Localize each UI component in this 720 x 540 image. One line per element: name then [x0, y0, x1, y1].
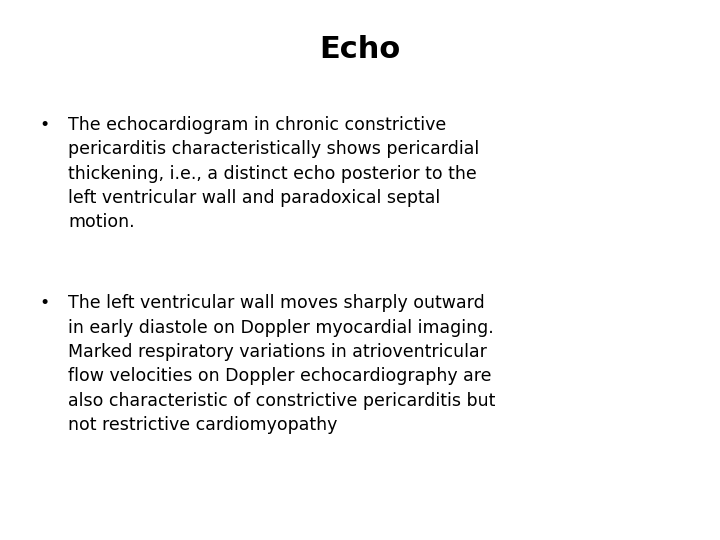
Text: The echocardiogram in chronic constrictive
pericarditis characteristically shows: The echocardiogram in chronic constricti…: [68, 116, 480, 231]
Text: •: •: [40, 116, 50, 134]
Text: The left ventricular wall moves sharply outward
in early diastole on Doppler myo: The left ventricular wall moves sharply …: [68, 294, 496, 434]
Text: •: •: [40, 294, 50, 312]
Text: Echo: Echo: [320, 35, 400, 64]
